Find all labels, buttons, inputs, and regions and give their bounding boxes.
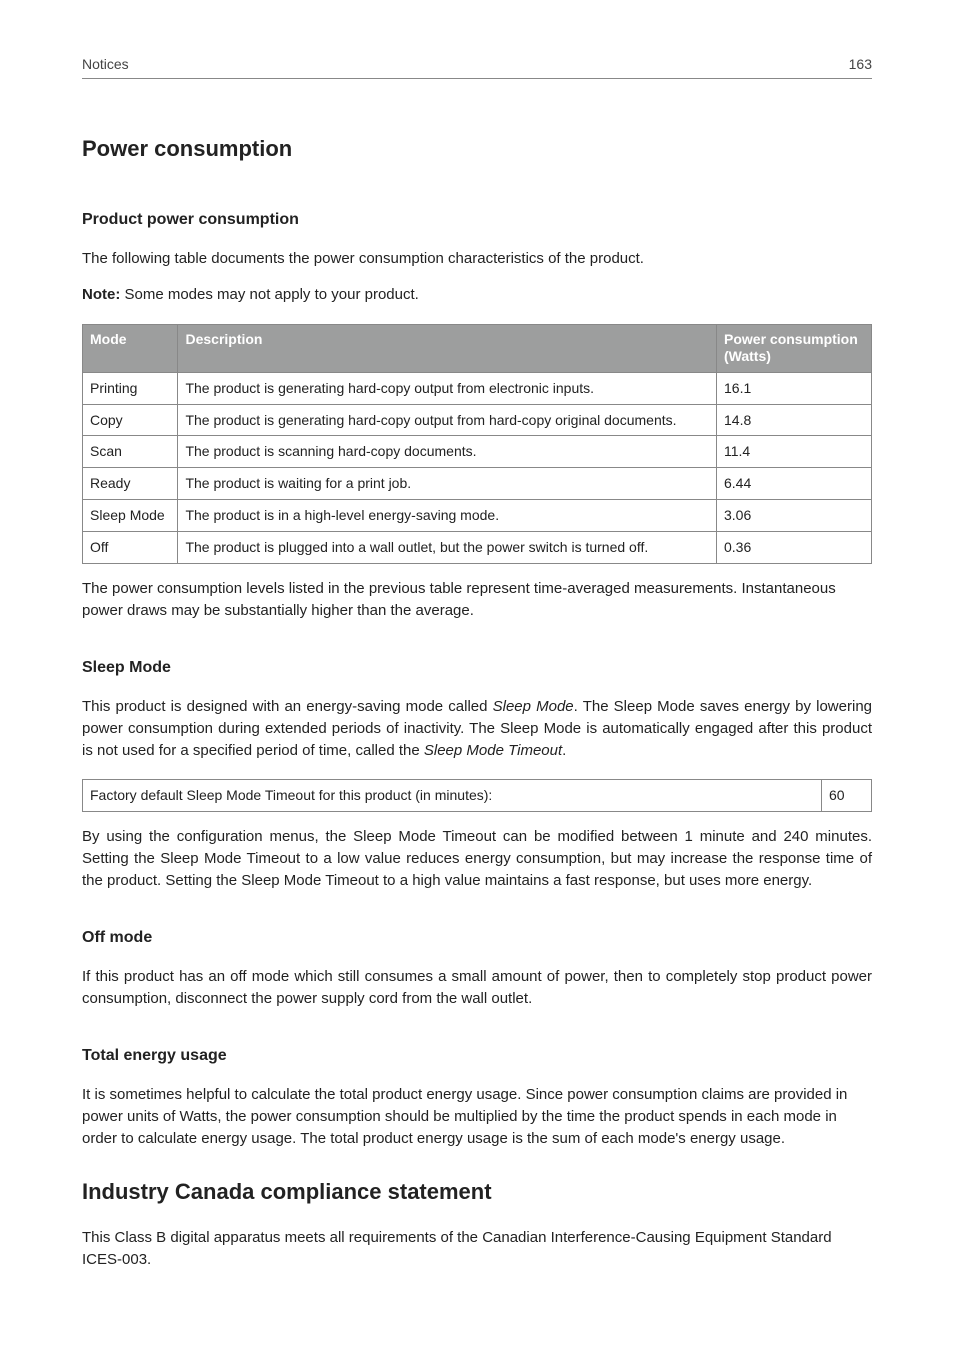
cell-desc: The product is generating hard-copy outp…	[178, 372, 717, 404]
paragraph: It is sometimes helpful to calculate the…	[82, 1084, 872, 1149]
col-mode: Mode	[83, 324, 178, 372]
cell-desc: The product is generating hard-copy outp…	[178, 404, 717, 436]
subheading-off-mode: Off mode	[82, 927, 872, 949]
cell-mode: Ready	[83, 468, 178, 500]
paragraph: By using the configuration menus, the Sl…	[82, 826, 872, 891]
table-row: Copy The product is generating hard-copy…	[83, 404, 872, 436]
subheading-sleep-mode: Sleep Mode	[82, 657, 872, 679]
cell-power: 16.1	[717, 372, 872, 404]
page-header: Notices 163	[82, 55, 872, 79]
table-row: Printing The product is generating hard-…	[83, 372, 872, 404]
subheading-product-power: Product power consumption	[82, 209, 872, 231]
paragraph: This product is designed with an energy-…	[82, 696, 872, 761]
term-sleep-mode-timeout: Sleep Mode Timeout	[424, 742, 562, 759]
cell-mode: Copy	[83, 404, 178, 436]
paragraph: If this product has an off mode which st…	[82, 966, 872, 1010]
table-row: Off The product is plugged into a wall o…	[83, 532, 872, 564]
paragraph: This Class B digital apparatus meets all…	[82, 1227, 872, 1271]
table-row: Sleep Mode The product is in a high-leve…	[83, 500, 872, 532]
timeout-label: Factory default Sleep Mode Timeout for t…	[83, 780, 822, 812]
cell-power: 0.36	[717, 532, 872, 564]
cell-mode: Scan	[83, 436, 178, 468]
col-power: Power consumption (Watts)	[717, 324, 872, 372]
paragraph: The following table documents the power …	[82, 248, 872, 270]
cell-desc: The product is plugged into a wall outle…	[178, 532, 717, 564]
cell-power: 3.06	[717, 500, 872, 532]
header-section: Notices	[82, 55, 129, 74]
note-text: Some modes may not apply to your product…	[120, 286, 418, 303]
term-sleep-mode: Sleep Mode	[493, 698, 574, 715]
paragraph: The power consumption levels listed in t…	[82, 578, 872, 622]
table-row: Scan The product is scanning hard-copy d…	[83, 436, 872, 468]
sleep-timeout-table: Factory default Sleep Mode Timeout for t…	[82, 779, 872, 812]
cell-desc: The product is in a high-level energy-sa…	[178, 500, 717, 532]
table-header-row: Mode Description Power consumption (Watt…	[83, 324, 872, 372]
note: Note: Some modes may not apply to your p…	[82, 284, 872, 306]
cell-power: 6.44	[717, 468, 872, 500]
table-row: Factory default Sleep Mode Timeout for t…	[83, 780, 872, 812]
cell-power: 11.4	[717, 436, 872, 468]
cell-mode: Sleep Mode	[83, 500, 178, 532]
cell-mode: Off	[83, 532, 178, 564]
cell-power: 14.8	[717, 404, 872, 436]
timeout-value: 60	[822, 780, 872, 812]
header-page-number: 163	[849, 55, 872, 74]
heading-industry-canada: Industry Canada compliance statement	[82, 1177, 872, 1207]
power-consumption-table: Mode Description Power consumption (Watt…	[82, 324, 872, 564]
table-row: Ready The product is waiting for a print…	[83, 468, 872, 500]
note-label: Note:	[82, 286, 120, 303]
cell-mode: Printing	[83, 372, 178, 404]
col-desc: Description	[178, 324, 717, 372]
cell-desc: The product is scanning hard-copy docume…	[178, 436, 717, 468]
heading-power-consumption: Power consumption	[82, 134, 872, 164]
cell-desc: The product is waiting for a print job.	[178, 468, 717, 500]
subheading-total-energy: Total energy usage	[82, 1045, 872, 1067]
